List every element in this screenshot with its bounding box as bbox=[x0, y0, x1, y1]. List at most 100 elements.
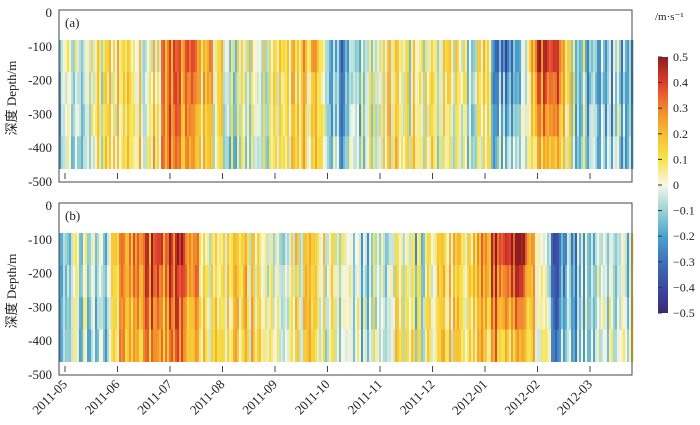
heatmap-cell bbox=[597, 40, 600, 73]
heatmap-cell bbox=[333, 265, 336, 298]
heatmap-cell bbox=[75, 136, 78, 169]
heatmap-cell bbox=[129, 40, 132, 73]
heatmap-cell bbox=[65, 329, 68, 362]
heatmap-cell bbox=[533, 104, 536, 137]
heatmap-cell bbox=[499, 265, 502, 298]
heatmap-cell bbox=[259, 40, 262, 73]
heatmap-cell bbox=[493, 136, 496, 169]
heatmap-cell bbox=[135, 104, 138, 137]
heatmap-cell bbox=[557, 72, 560, 105]
heatmap-cell bbox=[191, 329, 194, 362]
heatmap-cell bbox=[607, 104, 610, 137]
heatmap-cell bbox=[123, 297, 126, 330]
heatmap-cell bbox=[497, 265, 500, 298]
heatmap-cell bbox=[277, 136, 280, 169]
heatmap-cell bbox=[151, 233, 154, 266]
heatmap-cell bbox=[69, 329, 72, 362]
heatmap-cell bbox=[499, 104, 502, 137]
heatmap-cell bbox=[155, 265, 158, 298]
heatmap-cell bbox=[127, 72, 130, 105]
heatmap-cell bbox=[365, 40, 368, 73]
heatmap-cell bbox=[97, 329, 100, 362]
heatmap-cell bbox=[283, 40, 286, 73]
heatmap-cell bbox=[477, 233, 480, 266]
heatmap-cell bbox=[197, 233, 200, 266]
heatmap-cell bbox=[105, 136, 108, 169]
heatmap-cell bbox=[175, 233, 178, 266]
heatmap-cell bbox=[211, 265, 214, 298]
heatmap-cell bbox=[577, 233, 580, 266]
heatmap-cell bbox=[207, 72, 210, 105]
heatmap-cell bbox=[77, 72, 80, 105]
heatmap-cell bbox=[97, 104, 100, 137]
heatmap-cell bbox=[181, 297, 184, 330]
heatmap-cell bbox=[521, 265, 524, 298]
heatmap-cell bbox=[471, 297, 474, 330]
heatmap-cell bbox=[477, 265, 480, 298]
heatmap-cell bbox=[561, 329, 564, 362]
heatmap-cell bbox=[403, 297, 406, 330]
heatmap-cell bbox=[99, 297, 102, 330]
heatmap-cell bbox=[199, 72, 202, 105]
heatmap-cell bbox=[495, 104, 498, 137]
heatmap-cell bbox=[551, 297, 554, 330]
heatmap-cell bbox=[451, 329, 454, 362]
heatmap-cell bbox=[183, 297, 186, 330]
heatmap-cell bbox=[197, 104, 200, 137]
heatmap-cell bbox=[403, 72, 406, 105]
heatmap-cell bbox=[367, 136, 370, 169]
heatmap-cell bbox=[247, 104, 250, 137]
heatmap-cell bbox=[417, 233, 420, 266]
heatmap-cell bbox=[61, 297, 64, 330]
heatmap-cell bbox=[379, 329, 382, 362]
heatmap-cell bbox=[501, 136, 504, 169]
heatmap-cell bbox=[413, 136, 416, 169]
heatmap-cell bbox=[499, 329, 502, 362]
heatmap-cell bbox=[167, 136, 170, 169]
heatmap-cell bbox=[317, 265, 320, 298]
heatmap-cell bbox=[563, 104, 566, 137]
heatmap-cell bbox=[315, 104, 318, 137]
heatmap-cell bbox=[83, 72, 86, 105]
heatmap-cell bbox=[205, 329, 208, 362]
heatmap-cell bbox=[543, 265, 546, 298]
heatmap-cell bbox=[353, 136, 356, 169]
heatmap-cell bbox=[171, 329, 174, 362]
heatmap-cell bbox=[281, 329, 284, 362]
heatmap-cell bbox=[463, 297, 466, 330]
heatmap-cell bbox=[475, 329, 478, 362]
heatmap-cell bbox=[283, 297, 286, 330]
heatmap-cell bbox=[579, 72, 582, 105]
heatmap-cell bbox=[193, 72, 196, 105]
heatmap-cell bbox=[275, 72, 278, 105]
heatmap-cell bbox=[141, 297, 144, 330]
heatmap-cell bbox=[255, 136, 258, 169]
heatmap-cell bbox=[569, 40, 572, 73]
heatmap-cell bbox=[137, 329, 140, 362]
heatmap-cell bbox=[409, 104, 412, 137]
heatmap-cell bbox=[299, 136, 302, 169]
heatmap-cell bbox=[565, 233, 568, 266]
heatmap-cell bbox=[551, 329, 554, 362]
heatmap-cell bbox=[605, 104, 608, 137]
heatmap-cell bbox=[319, 297, 322, 330]
heatmap-cell bbox=[343, 72, 346, 105]
heatmap-cell bbox=[355, 72, 358, 105]
heatmap-cell bbox=[253, 329, 256, 362]
heatmap-cell bbox=[589, 265, 592, 298]
heatmap-cell bbox=[511, 104, 514, 137]
heatmap-cell bbox=[217, 329, 220, 362]
heatmap-cell bbox=[217, 297, 220, 330]
heatmap-cell bbox=[273, 233, 276, 266]
heatmap-cell bbox=[515, 136, 518, 169]
heatmap-cell bbox=[387, 329, 390, 362]
heatmap-cell bbox=[565, 297, 568, 330]
heatmap-cell bbox=[605, 72, 608, 105]
heatmap-cell bbox=[149, 40, 152, 73]
heatmap-cell bbox=[177, 265, 180, 298]
heatmap-cell bbox=[601, 329, 604, 362]
heatmap-cell bbox=[521, 233, 524, 266]
heatmap-cell bbox=[523, 233, 526, 266]
heatmap-cell bbox=[297, 265, 300, 298]
heatmap-cell bbox=[177, 104, 180, 137]
